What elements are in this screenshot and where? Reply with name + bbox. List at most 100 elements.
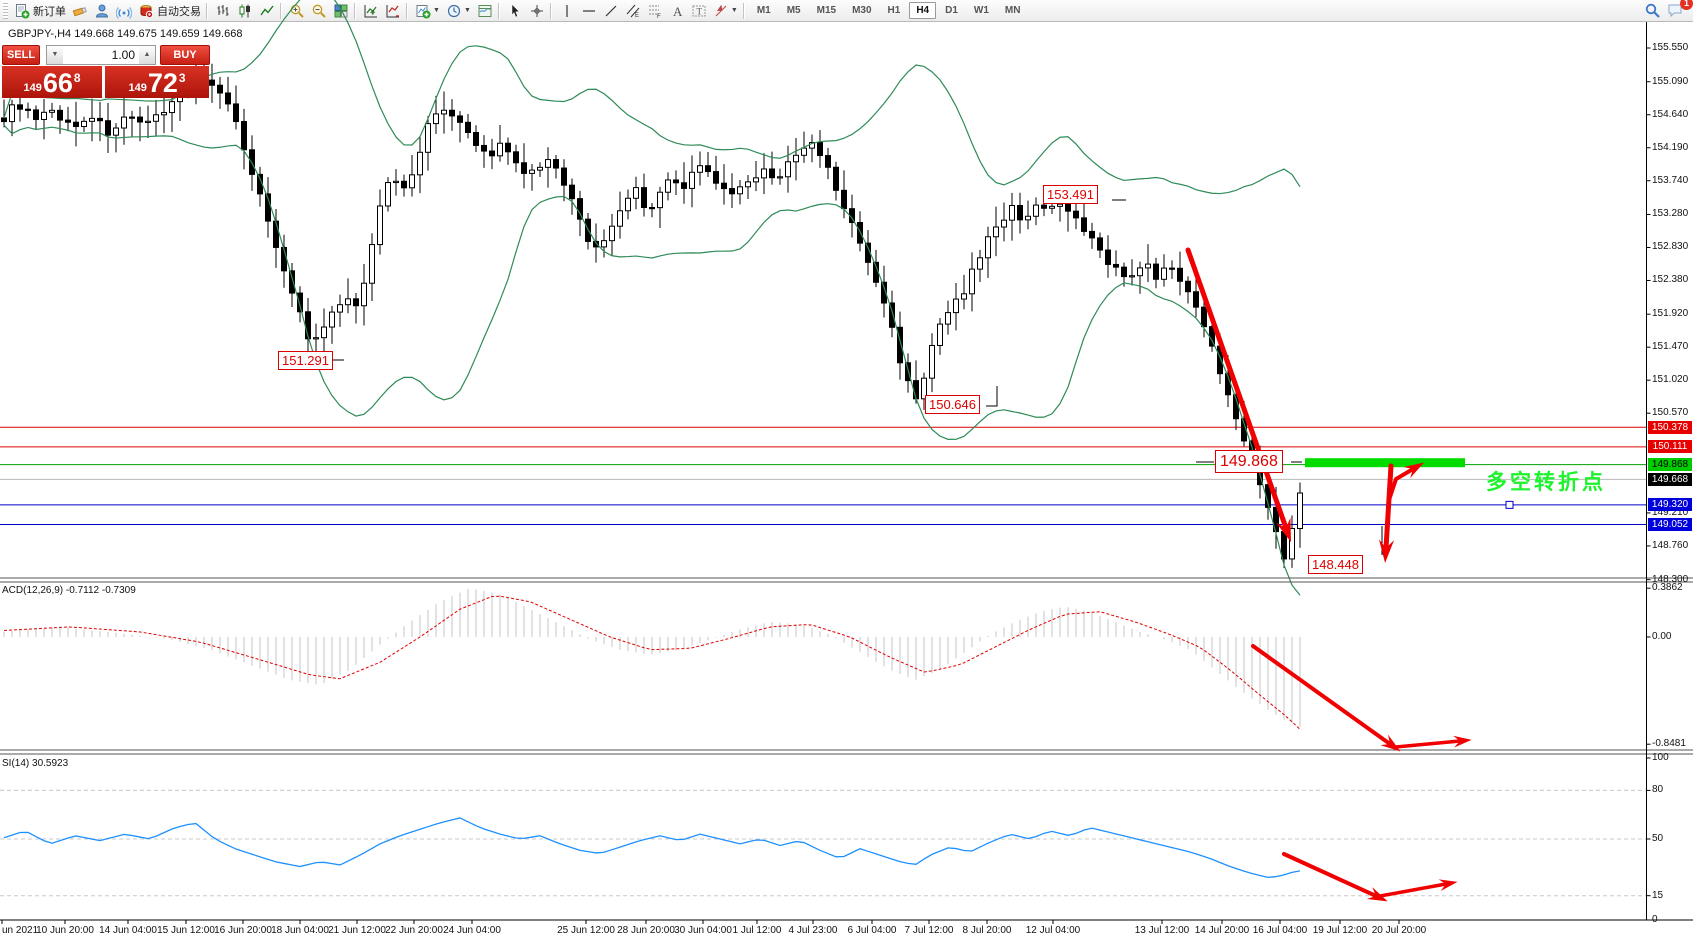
indicator-window-button[interactable]	[360, 1, 382, 21]
rsi-axis-tick[interactable]: 80	[1652, 784, 1664, 796]
volume-stepper[interactable]: ▼ 1.00 ▲	[46, 44, 156, 65]
price-axis-tick[interactable]: 148.760	[1652, 539, 1689, 551]
time-axis-label[interactable]: 15 Jun 12:00	[157, 925, 215, 936]
timeframe-button-m30[interactable]: M30	[852, 5, 872, 16]
chat-button[interactable]: 1	[1664, 0, 1693, 21]
price-callout-label[interactable]: 153.491	[1043, 185, 1098, 204]
price-axis-tick[interactable]: 148.300	[1652, 573, 1689, 585]
price-axis-tick[interactable]: 149.210	[1652, 506, 1689, 518]
price-axis-tick[interactable]: 153.740	[1652, 174, 1689, 186]
search-button[interactable]	[1641, 1, 1664, 21]
time-axis-label[interactable]: 6 Jul 04:00	[847, 925, 897, 936]
zoom-out-button[interactable]	[308, 1, 330, 21]
annotation-arrow[interactable]	[1387, 467, 1415, 502]
time-axis-label[interactable]: 8 Jul 20:00	[962, 925, 1012, 936]
profile-button[interactable]	[91, 1, 113, 21]
volume-value[interactable]: 1.00	[111, 47, 135, 62]
price-callout-label[interactable]: 151.291	[278, 351, 333, 370]
price-callout-label[interactable]: 150.646	[925, 395, 980, 414]
data-window-button[interactable]	[382, 1, 404, 21]
timeframe-button-m15[interactable]: M15	[816, 5, 837, 16]
time-axis-label[interactable]: 14 Jul 20:00	[1194, 925, 1250, 936]
bar-chart-button[interactable]	[212, 1, 234, 21]
text-label-button[interactable]: T	[688, 1, 710, 21]
buy-price-box[interactable]: 149 72 3	[105, 66, 209, 98]
timeframe-button-h4[interactable]: H4	[909, 2, 937, 19]
period-clock-button[interactable]: ▼	[443, 1, 474, 21]
candlestick-button[interactable]	[234, 1, 256, 21]
time-axis-label[interactable]: 10 Jun 20:00	[36, 925, 94, 936]
trendline-button[interactable]	[600, 1, 622, 21]
time-axis-label[interactable]: 16 Jun 20:00	[214, 925, 272, 936]
price-axis-tick[interactable]: 153.280	[1652, 208, 1689, 220]
price-axis-tick[interactable]: 150.570	[1652, 407, 1689, 419]
price-axis-tick[interactable]: 151.020	[1652, 374, 1689, 386]
horizontal-line-button[interactable]	[578, 1, 600, 21]
chevron-down-icon[interactable]: ▼	[730, 7, 738, 14]
price-axis-tick[interactable]: 154.640	[1652, 108, 1689, 120]
support-zone-bar[interactable]	[1305, 458, 1465, 468]
time-axis-label[interactable]: 25 Jun 12:00	[557, 925, 615, 936]
time-axis-label[interactable]: 1 Jul 12:00	[732, 925, 782, 936]
price-axis-tick[interactable]: 152.830	[1652, 241, 1689, 253]
tile-windows-button[interactable]	[330, 1, 352, 21]
fibonacci-button[interactable]: F	[644, 1, 666, 21]
sell-price-box[interactable]: 149 66 8	[2, 66, 102, 98]
sell-button[interactable]: SELL	[2, 44, 40, 65]
timeframe-button-m1[interactable]: M1	[756, 5, 771, 16]
annotation-arrow[interactable]	[1378, 882, 1448, 898]
price-axis-tick[interactable]: 151.470	[1652, 341, 1689, 353]
chevron-down-icon[interactable]: ▼	[463, 7, 471, 14]
time-axis-label[interactable]: 4 Jul 23:00	[788, 925, 838, 936]
timeframe-button-d1[interactable]: D1	[945, 5, 958, 16]
channel-button[interactable]: E	[622, 1, 644, 21]
zoom-in-button[interactable]	[286, 1, 308, 21]
price-axis-tick[interactable]: 151.920	[1652, 308, 1689, 320]
line-chart-button[interactable]	[256, 1, 278, 21]
volume-increase-button[interactable]: ▲	[139, 45, 155, 64]
time-axis-label[interactable]: 28 Jun 20:00	[617, 925, 675, 936]
time-axis-label[interactable]: 30 Jun 04:00	[674, 925, 732, 936]
rsi-axis-tick[interactable]: 0	[1652, 914, 1658, 925]
price-axis-tick[interactable]: 154.190	[1652, 141, 1689, 153]
crosshair-button[interactable]	[526, 1, 548, 21]
timeframe-button-w1[interactable]: W1	[973, 5, 989, 16]
price-axis-tick[interactable]: 155.090	[1652, 75, 1689, 87]
rsi-axis-tick[interactable]: 50	[1652, 833, 1664, 844]
time-axis-label[interactable]: 20 Jul 20:00	[1371, 925, 1427, 936]
rsi-axis-tick[interactable]: 100	[1652, 752, 1669, 763]
annotation-arrow[interactable]	[1282, 852, 1378, 898]
price-axis-tick[interactable]: 155.550	[1652, 42, 1689, 53]
new-order-button[interactable]: 新订单	[11, 1, 69, 21]
annotation-arrow[interactable]	[1185, 247, 1289, 531]
autotrading-button[interactable]: 自动交易	[135, 1, 204, 21]
timeframe-button-h1[interactable]: H1	[887, 5, 901, 16]
time-axis-label[interactable]: 21 Jun 12:00	[328, 925, 386, 936]
timeframe-button-mn[interactable]: MN	[1004, 5, 1021, 16]
time-axis-label[interactable]: 16 Jul 04:00	[1252, 925, 1308, 936]
time-axis-label[interactable]: 7 Jul 12:00	[904, 925, 954, 936]
time-axis-label[interactable]: 19 Jul 12:00	[1312, 925, 1368, 936]
annotation-arrow[interactable]	[1383, 463, 1394, 551]
time-axis-label[interactable]: 22 Jun 20:00	[385, 925, 443, 936]
price-callout-label[interactable]: 149.868	[1215, 450, 1283, 473]
add-indicator-button[interactable]: ▼	[412, 1, 443, 21]
price-axis-tick[interactable]: 152.380	[1652, 274, 1689, 286]
highlighter-button[interactable]	[69, 1, 91, 21]
rsi-axis-tick[interactable]: 15	[1652, 889, 1664, 901]
buy-button[interactable]: BUY	[160, 44, 210, 65]
timeframe-button-m5[interactable]: M5	[786, 5, 801, 16]
toolbar-drag-handle[interactable]	[3, 2, 8, 19]
arrows-button[interactable]: ▼	[710, 1, 741, 21]
time-axis-label[interactable]: 18 Jun 04:00	[271, 925, 329, 936]
time-axis-label[interactable]: 13 Jul 12:00	[1134, 925, 1190, 936]
time-axis-label[interactable]: 24 Jun 04:00	[443, 925, 501, 936]
macd-axis-tick[interactable]: 0.3862	[1652, 582, 1683, 594]
cursor-button[interactable]	[504, 1, 526, 21]
macd-axis-tick[interactable]: 0.00	[1652, 631, 1672, 642]
annotation-arrow[interactable]	[1394, 739, 1462, 749]
text-button[interactable]: A	[666, 1, 688, 21]
volume-decrease-button[interactable]: ▼	[47, 45, 63, 64]
time-axis-label[interactable]: 12 Jul 04:00	[1025, 925, 1081, 936]
